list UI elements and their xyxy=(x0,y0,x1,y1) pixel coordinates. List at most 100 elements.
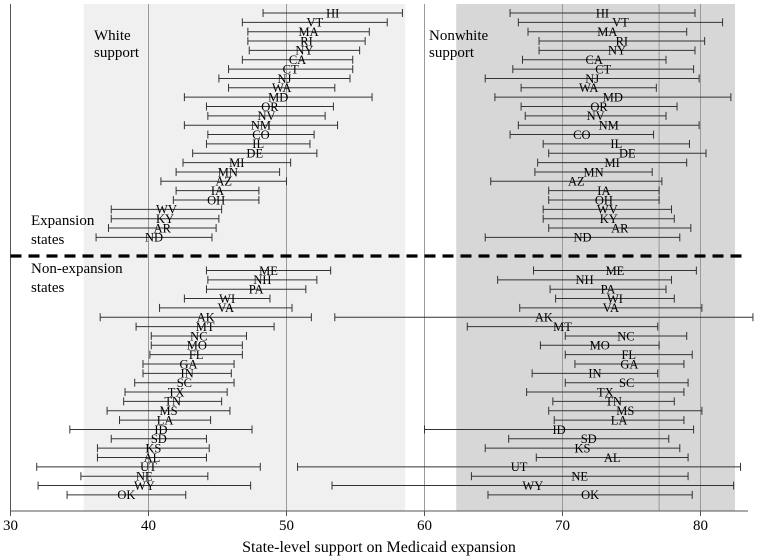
white-errorbar-AK xyxy=(99,313,312,322)
nonwhite-errorbar-MA xyxy=(527,27,688,36)
white-errorbar-IA xyxy=(175,186,260,195)
white-state-label-NH: NH xyxy=(253,273,271,287)
nonwhite-state-label-NY: NY xyxy=(608,44,626,58)
white-state-label-FL: FL xyxy=(189,348,204,362)
nonwhite-errorbar-UT xyxy=(297,462,742,471)
nonwhite-state-label-NC: NC xyxy=(617,329,634,343)
nonwhite-state-label-TN: TN xyxy=(605,395,622,409)
non-expansion-group-label: Non-expansion states xyxy=(31,261,123,296)
nonwhite-errorbar-NM xyxy=(517,121,700,130)
nonwhite-state-label-WV: WV xyxy=(597,203,618,217)
white-state-label-MN: MN xyxy=(218,165,238,179)
white-state-label-AZ: AZ xyxy=(215,175,232,189)
nonwhite-state-label-MT: MT xyxy=(553,320,572,334)
white-state-label-WI: WI xyxy=(219,292,235,306)
white-state-label-TN: TN xyxy=(164,395,181,409)
white-errorbar-SD xyxy=(110,434,207,443)
white-errorbar-MA xyxy=(247,27,370,36)
white-state-label-MI: MI xyxy=(229,156,244,170)
nonwhite-errorbar-WI xyxy=(555,294,675,303)
white-state-label-OH: OH xyxy=(207,193,225,207)
white-errorbar-WA xyxy=(228,83,336,92)
white-state-label-GA: GA xyxy=(179,357,197,371)
white-errorbar-CO xyxy=(207,130,315,139)
nonwhite-state-label-OK: OK xyxy=(581,488,599,502)
white-panel-title: White support xyxy=(94,28,140,61)
nonwhite-state-label-ME: ME xyxy=(606,264,625,278)
white-errorbar-NJ xyxy=(218,74,351,83)
nonwhite-errorbar-MT xyxy=(466,322,659,331)
nonwhite-state-label-MS: MS xyxy=(616,404,634,418)
white-errorbar-VT xyxy=(241,18,388,27)
white-errorbar-AL xyxy=(96,453,207,462)
nonwhite-errorbar-TX xyxy=(526,388,685,397)
white-state-label-KS: KS xyxy=(145,441,161,455)
white-errorbar-SC xyxy=(134,378,235,387)
nonwhite-panel-title: Nonwhite support xyxy=(429,28,489,61)
nonwhite-errorbar-CT xyxy=(512,65,695,74)
white-state-label-WA: WA xyxy=(272,81,291,95)
nonwhite-errorbar-CO xyxy=(509,130,655,139)
nonwhite-errorbar-IA xyxy=(548,186,660,195)
white-state-label-ND: ND xyxy=(145,231,163,245)
nonwhite-errorbar-HI xyxy=(509,9,696,17)
white-state-label-AL: AL xyxy=(144,451,161,465)
nonwhite-errorbar-NJ xyxy=(484,74,700,83)
white-state-label-VT: VT xyxy=(306,16,323,30)
nonwhite-state-label-IA: IA xyxy=(597,184,610,198)
nonwhite-state-label-AL: AL xyxy=(604,451,621,465)
white-errorbar-TN xyxy=(123,397,223,406)
nonwhite-errorbar-OH xyxy=(548,196,660,204)
white-state-label-ID: ID xyxy=(154,423,167,437)
nonwhite-errorbar-RI xyxy=(538,37,706,46)
white-errorbar-WV xyxy=(110,205,223,214)
nonwhite-state-label-MO: MO xyxy=(590,339,610,353)
nonwhite-errorbar-AZ xyxy=(490,177,663,186)
nonwhite-state-label-VT: VT xyxy=(612,16,629,30)
white-errorbar-PA xyxy=(205,285,307,294)
nonwhite-errorbar-VA xyxy=(519,303,703,312)
nonwhite-errorbar-CA xyxy=(521,55,667,64)
nonwhite-state-label-NE: NE xyxy=(571,470,588,484)
white-errorbar-MT xyxy=(135,322,275,331)
white-state-label-MD: MD xyxy=(268,90,288,104)
white-state-label-IA: IA xyxy=(211,184,224,198)
white-errorbar-HI xyxy=(262,9,403,17)
nonwhite-state-label-MI: MI xyxy=(605,156,620,170)
nonwhite-errorbar-AR xyxy=(548,224,692,233)
nonwhite-errorbar-DE xyxy=(548,149,707,158)
white-errorbar-KY xyxy=(110,214,220,223)
nonwhite-state-label-NM: NM xyxy=(599,119,619,133)
nonwhite-errorbar-AL xyxy=(535,453,689,462)
nonwhite-errorbar-PA xyxy=(549,285,667,294)
white-errorbar-AZ xyxy=(160,177,287,186)
nonwhite-errorbar-TN xyxy=(552,397,675,406)
white-state-label-SD: SD xyxy=(151,432,167,446)
x-tick-label: 60 xyxy=(417,518,432,534)
nonwhite-state-label-NJ: NJ xyxy=(585,72,599,86)
nonwhite-errorbar-NY xyxy=(538,46,696,55)
x-tick-label: 50 xyxy=(279,518,294,534)
nonwhite-errorbar-NV xyxy=(524,111,667,120)
white-errorbar-MD xyxy=(183,93,373,102)
white-errorbar-ID xyxy=(69,425,253,434)
nonwhite-state-label-WY: WY xyxy=(522,479,543,493)
nonwhite-state-label-SC: SC xyxy=(619,376,634,390)
white-state-label-NV: NV xyxy=(257,109,275,123)
white-errorbar-OR xyxy=(205,102,334,111)
nonwhite-errorbar-SD xyxy=(508,434,670,443)
white-errorbar-MI xyxy=(182,158,292,167)
white-state-label-CO: CO xyxy=(252,128,269,142)
nonwhite-errorbar-FL xyxy=(564,350,693,359)
white-errorbar-NY xyxy=(248,46,361,55)
nonwhite-state-label-SD: SD xyxy=(581,432,597,446)
white-state-label-ME: ME xyxy=(259,264,278,278)
nonwhite-state-label-OR: OR xyxy=(590,100,608,114)
white-errorbar-CT xyxy=(228,65,354,74)
nonwhite-errorbar-KY xyxy=(542,214,675,223)
white-state-label-WY: WY xyxy=(134,479,155,493)
white-state-label-CT: CT xyxy=(283,62,299,76)
white-state-label-VA: VA xyxy=(218,301,234,315)
